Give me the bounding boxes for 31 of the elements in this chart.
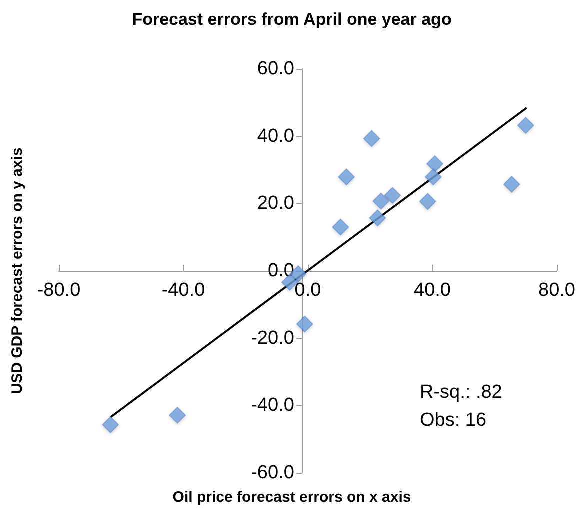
point [102,416,120,434]
y-tick-label: 40.0 [257,126,294,147]
x-tick-label: -40.0 [162,280,206,301]
point [419,193,436,210]
x-axis-title: Oil price forecast errors on x axis [172,489,412,506]
y-tick-label: 0.0 [268,260,294,282]
y-axis-title: USD GDP forecast errors on y axis [9,148,26,394]
point [332,218,350,236]
point [426,155,444,172]
point [372,192,390,210]
point [169,406,186,424]
y-tick-label: -60.0 [251,462,294,484]
point [503,176,520,193]
point [363,130,380,148]
point [517,117,534,134]
point [384,187,402,204]
y-tick-label: -40.0 [251,395,294,416]
x-tick-label: 40.0 [414,280,451,301]
y-tick-label: -20.0 [251,328,294,349]
x-tick-label: 0.0 [294,280,322,301]
annotation: R-sq.: .82 [420,382,502,403]
point [424,168,442,186]
x-tick-label: -80.0 [37,280,81,301]
point [369,210,386,227]
y-tick-label: 20.0 [257,193,294,214]
point [296,316,314,333]
annotation: Obs: 16 [420,410,487,431]
y-tick-label: 60.0 [257,58,294,80]
chart-title: Forecast errors from April one year ago [132,10,452,29]
point [338,168,356,186]
x-tick-label: 80.0 [538,280,576,301]
